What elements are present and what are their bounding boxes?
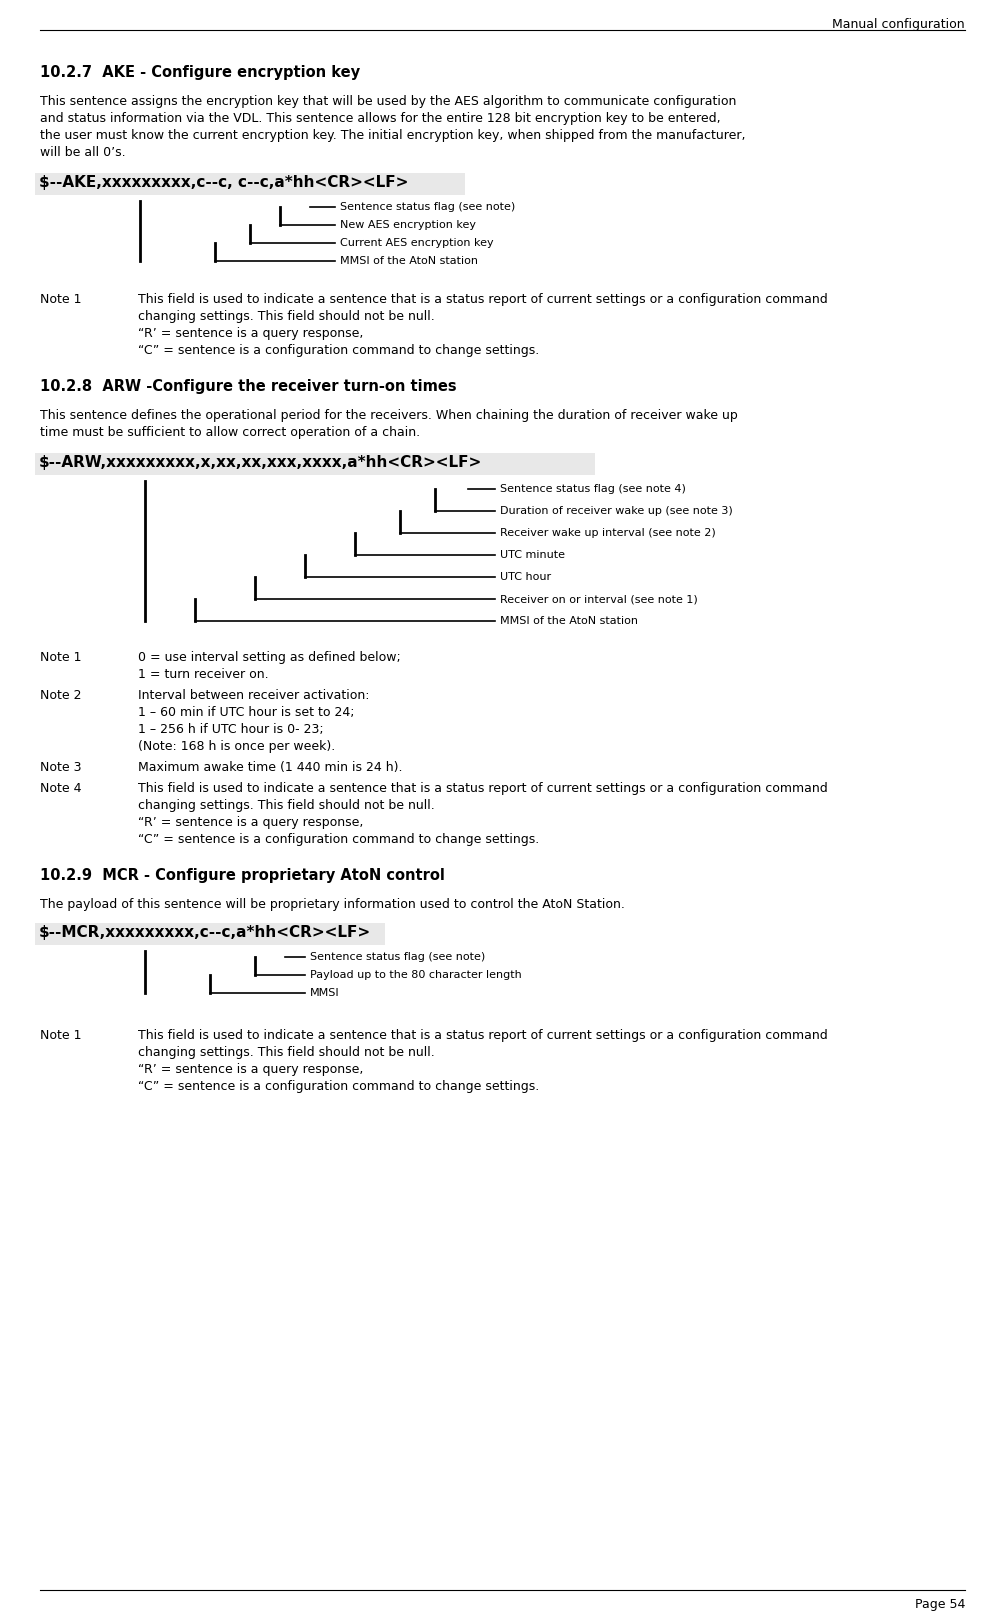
Text: 1 = turn receiver on.: 1 = turn receiver on. xyxy=(138,667,269,680)
Text: 0 = use interval setting as defined below;: 0 = use interval setting as defined belo… xyxy=(138,651,400,664)
Text: Note 2: Note 2 xyxy=(40,688,81,701)
Text: Sentence status flag (see note): Sentence status flag (see note) xyxy=(310,952,485,962)
Text: Manual configuration: Manual configuration xyxy=(832,18,965,31)
Text: Note 1: Note 1 xyxy=(40,1029,81,1042)
Text: UTC minute: UTC minute xyxy=(500,549,565,561)
Text: Receiver wake up interval (see note 2): Receiver wake up interval (see note 2) xyxy=(500,528,715,538)
Text: time must be sufficient to allow correct operation of a chain.: time must be sufficient to allow correct… xyxy=(40,427,421,440)
Text: (Note: 168 h is once per week).: (Note: 168 h is once per week). xyxy=(138,740,335,753)
Text: This sentence defines the operational period for the receivers. When chaining th: This sentence defines the operational pe… xyxy=(40,409,737,422)
Text: “R’ = sentence is a query response,: “R’ = sentence is a query response, xyxy=(138,1063,363,1076)
Text: Interval between receiver activation:: Interval between receiver activation: xyxy=(138,688,369,701)
Text: Duration of receiver wake up (see note 3): Duration of receiver wake up (see note 3… xyxy=(500,506,732,516)
Text: “C” = sentence is a configuration command to change settings.: “C” = sentence is a configuration comman… xyxy=(138,1079,539,1092)
Text: “C” = sentence is a configuration command to change settings.: “C” = sentence is a configuration comman… xyxy=(138,832,539,847)
Text: 10.2.8  ARW -Configure the receiver turn-on times: 10.2.8 ARW -Configure the receiver turn-… xyxy=(40,380,457,394)
Text: 1 – 256 h if UTC hour is 0- 23;: 1 – 256 h if UTC hour is 0- 23; xyxy=(138,722,324,735)
Text: Sentence status flag (see note 4): Sentence status flag (see note 4) xyxy=(500,485,686,494)
FancyBboxPatch shape xyxy=(35,452,595,475)
Text: changing settings. This field should not be null.: changing settings. This field should not… xyxy=(138,798,435,811)
Text: “C” = sentence is a configuration command to change settings.: “C” = sentence is a configuration comman… xyxy=(138,344,539,357)
Text: Note 1: Note 1 xyxy=(40,292,81,305)
Text: 1 – 60 min if UTC hour is set to 24;: 1 – 60 min if UTC hour is set to 24; xyxy=(138,706,354,719)
Text: Payload up to the 80 character length: Payload up to the 80 character length xyxy=(310,970,522,979)
Text: This sentence assigns the encryption key that will be used by the AES algorithm : This sentence assigns the encryption key… xyxy=(40,95,736,108)
Text: Maximum awake time (1 440 min is 24 h).: Maximum awake time (1 440 min is 24 h). xyxy=(138,761,402,774)
Text: Receiver on or interval (see note 1): Receiver on or interval (see note 1) xyxy=(500,595,698,604)
Text: “R’ = sentence is a query response,: “R’ = sentence is a query response, xyxy=(138,326,363,339)
Text: changing settings. This field should not be null.: changing settings. This field should not… xyxy=(138,310,435,323)
Text: New AES encryption key: New AES encryption key xyxy=(340,220,476,229)
Text: Sentence status flag (see note): Sentence status flag (see note) xyxy=(340,202,515,212)
Text: MMSI of the AtoN station: MMSI of the AtoN station xyxy=(340,255,478,267)
Text: Note 4: Note 4 xyxy=(40,782,81,795)
Text: $--ARW,xxxxxxxxx,x,xx,xx,xxx,xxxx,a*hh<CR><LF>: $--ARW,xxxxxxxxx,x,xx,xx,xxx,xxxx,a*hh<C… xyxy=(39,456,482,470)
Text: Note 3: Note 3 xyxy=(40,761,81,774)
Text: This field is used to indicate a sentence that is a status report of current set: This field is used to indicate a sentenc… xyxy=(138,292,828,305)
FancyBboxPatch shape xyxy=(35,173,465,196)
Text: MMSI: MMSI xyxy=(310,987,340,999)
Text: 10.2.7  AKE - Configure encryption key: 10.2.7 AKE - Configure encryption key xyxy=(40,65,360,81)
Text: 10.2.9  MCR - Configure proprietary AtoN control: 10.2.9 MCR - Configure proprietary AtoN … xyxy=(40,868,445,882)
Text: “R’ = sentence is a query response,: “R’ = sentence is a query response, xyxy=(138,816,363,829)
Text: will be all 0’s.: will be all 0’s. xyxy=(40,145,126,158)
Text: This field is used to indicate a sentence that is a status report of current set: This field is used to indicate a sentenc… xyxy=(138,1029,828,1042)
FancyBboxPatch shape xyxy=(35,923,385,945)
Text: $--MCR,xxxxxxxxx,c--c,a*hh<CR><LF>: $--MCR,xxxxxxxxx,c--c,a*hh<CR><LF> xyxy=(39,924,371,941)
Text: Page 54: Page 54 xyxy=(914,1598,965,1611)
Text: This field is used to indicate a sentence that is a status report of current set: This field is used to indicate a sentenc… xyxy=(138,782,828,795)
Text: changing settings. This field should not be null.: changing settings. This field should not… xyxy=(138,1046,435,1058)
Text: Current AES encryption key: Current AES encryption key xyxy=(340,238,494,247)
Text: The payload of this sentence will be proprietary information used to control the: The payload of this sentence will be pro… xyxy=(40,898,625,911)
Text: UTC hour: UTC hour xyxy=(500,572,551,582)
Text: the user must know the current encryption key. The initial encryption key, when : the user must know the current encryptio… xyxy=(40,129,745,142)
Text: and status information via the VDL. This sentence allows for the entire 128 bit : and status information via the VDL. This… xyxy=(40,112,720,124)
Text: $--AKE,xxxxxxxxx,c--c, c--c,a*hh<CR><LF>: $--AKE,xxxxxxxxx,c--c, c--c,a*hh<CR><LF> xyxy=(39,175,408,191)
Text: Note 1: Note 1 xyxy=(40,651,81,664)
Text: MMSI of the AtoN station: MMSI of the AtoN station xyxy=(500,616,638,625)
